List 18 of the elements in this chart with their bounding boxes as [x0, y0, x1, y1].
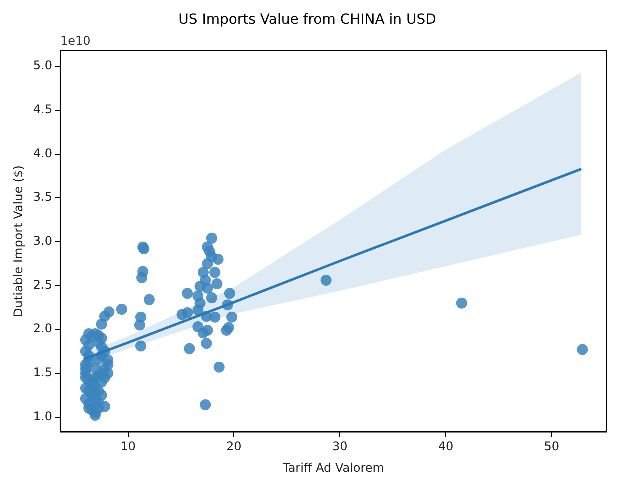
x-tick-label: 50 [544, 440, 560, 454]
chart-title: US Imports Value from CHINA in USD [178, 12, 436, 28]
x-axis-title: Tariff Ad Valorem [282, 460, 385, 475]
x-tick-label: 40 [438, 440, 454, 454]
y-tick-label: 1.0 [33, 409, 52, 424]
x-tick-label: 20 [226, 440, 242, 454]
x-tick-label: 30 [332, 440, 348, 454]
y-tick-label: 3.0 [33, 234, 52, 248]
y-tick-label: 2.0 [33, 322, 52, 336]
y-tick-label: 2.5 [33, 278, 52, 292]
y-axis-title: Dutiable Import Value ($) [11, 166, 26, 318]
y-tick-label: 4.5 [33, 102, 52, 117]
y-tick-label: 5.0 [33, 58, 52, 73]
y-tick-label: 1.5 [33, 366, 52, 380]
y-tick-label: 4.0 [33, 146, 52, 160]
text: 1e10 [60, 34, 91, 48]
y-tick-label: 3.5 [33, 190, 52, 204]
x-tick-label: 10 [120, 440, 136, 454]
